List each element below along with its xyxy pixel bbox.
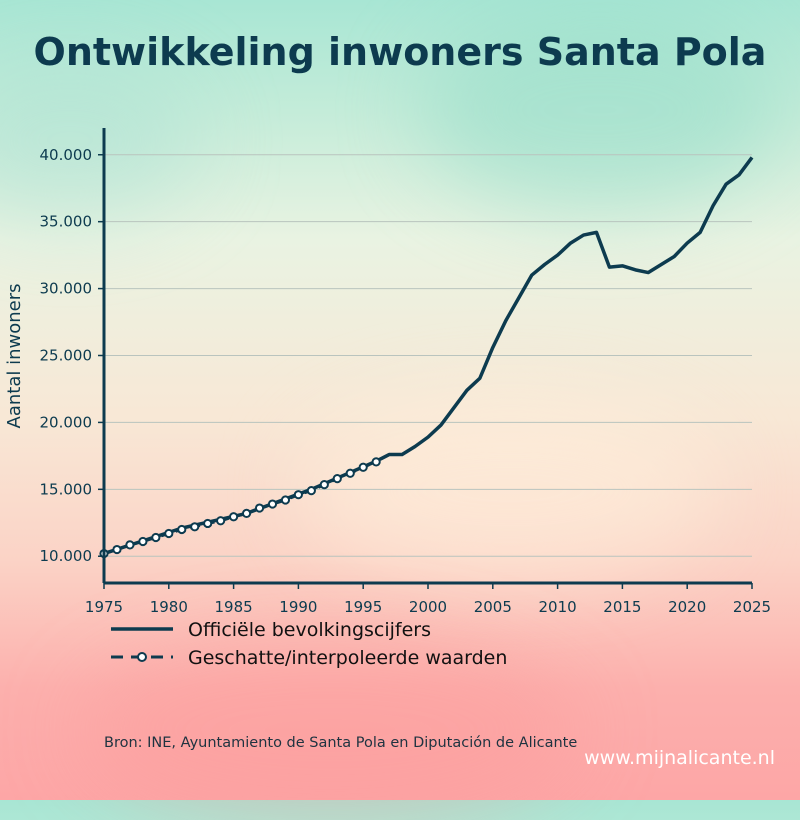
estimated-point: [151, 532, 161, 543]
grid-lines: [104, 154, 752, 557]
y-tick-label: 20.000: [40, 413, 93, 431]
x-tick-label: 1995: [344, 598, 382, 616]
y-tick-label: 15.000: [40, 480, 93, 498]
x-tick-label: 2015: [603, 598, 641, 616]
estimated-point: [241, 508, 252, 519]
estimated-point: [112, 544, 122, 555]
estimated-point: [203, 518, 213, 529]
x-tick-label: 1980: [150, 598, 188, 616]
x-tick-label: 2010: [539, 598, 577, 616]
series-layer: [99, 156, 754, 559]
estimated-point: [319, 480, 329, 490]
estimated-point: [371, 457, 381, 467]
estimated-point: [345, 468, 355, 478]
estimated-point: [306, 486, 316, 496]
y-tick-label: 10.000: [40, 547, 93, 565]
estimated-point: [280, 495, 291, 505]
estimated-point: [293, 490, 303, 500]
series-line-official: [103, 156, 754, 556]
y-tick-label: 35.000: [40, 213, 93, 231]
legend-label-estimated: Geschatte/interpoleerde waarden: [188, 647, 507, 669]
y-axis-label: Aantal inwoners: [4, 284, 25, 429]
x-tick-label: 2025: [733, 598, 771, 616]
chart: 10.000 15.000 20.000 25.000 30.000 35.000 40.0…: [4, 128, 771, 669]
legend: Officiële bevolkingscijfers Geschatte/int…: [111, 619, 507, 669]
estimated-point: [358, 462, 368, 472]
chart-title: Ontwikkeling inwoners Santa Pola: [33, 30, 767, 74]
source-note: Bron: INE, Ayuntamiento de Santa Pola en…: [104, 735, 578, 751]
estimated-point: [190, 522, 200, 532]
estimated-point: [164, 528, 174, 539]
x-tick-label: 2020: [668, 598, 706, 616]
estimated-point: [138, 536, 148, 547]
y-tick-label: 30.000: [40, 280, 93, 298]
x-tick-label: 1975: [85, 598, 123, 616]
y-tick-label: 40.000: [40, 146, 93, 164]
x-tick-label: 1985: [215, 598, 253, 616]
estimated-point: [125, 540, 135, 550]
estimated-point: [332, 474, 342, 484]
axes: 10.000 15.000 20.000 25.000 30.000 35.000 40.0…: [40, 128, 771, 616]
estimated-point: [229, 512, 239, 522]
legend-label-official: Officiële bevolkingscijfers: [188, 619, 431, 641]
estimated-point: [177, 524, 187, 535]
website-watermark: www.mijnalicante.nl: [584, 747, 775, 769]
series-line-estimated: [103, 460, 377, 555]
estimated-point: [216, 516, 226, 526]
x-tick-label: 2005: [474, 598, 512, 616]
estimated-point: [267, 499, 278, 509]
x-tick-label: 2000: [409, 598, 447, 616]
estimated-point: [254, 503, 265, 513]
y-tick-label: 25.000: [40, 347, 93, 365]
x-tick-label: 1990: [279, 598, 317, 616]
legend-marker-estimated: [137, 652, 147, 662]
